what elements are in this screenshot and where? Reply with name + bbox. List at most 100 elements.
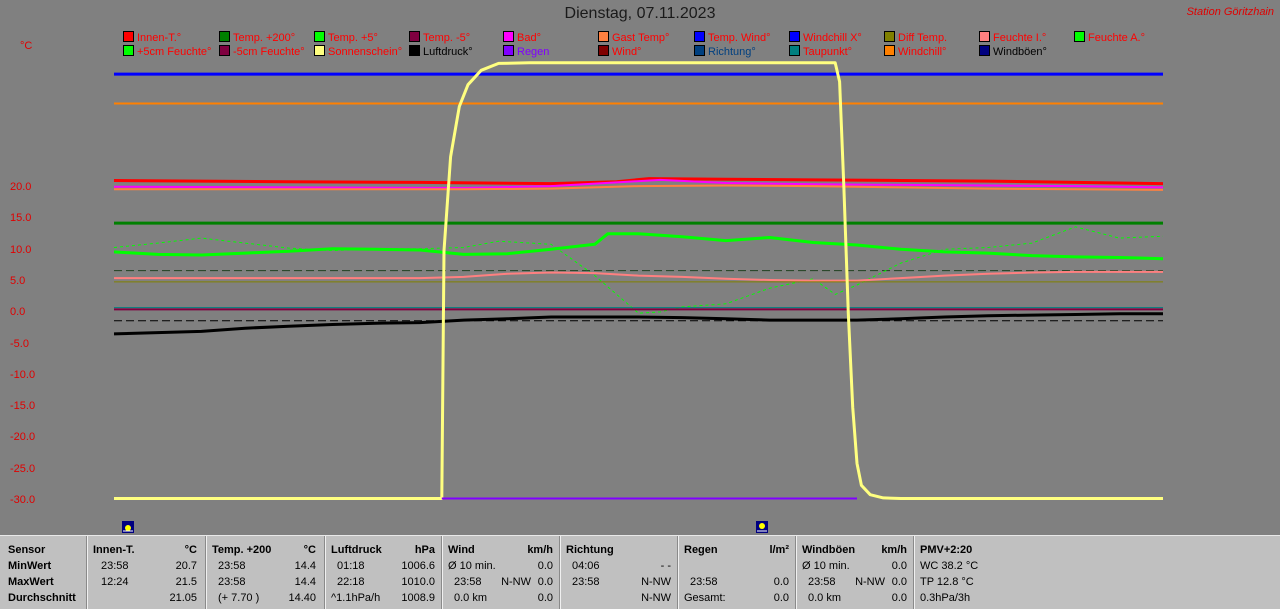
legend-label: Regen <box>517 46 550 58</box>
legend-swatch <box>789 45 800 56</box>
legend-item: Windböen° <box>979 45 1047 59</box>
luftdruck-avg-note: ^1.1hPa/h <box>331 592 381 604</box>
y-tick-label: 5.0 <box>10 274 26 287</box>
windboeen-min-time: Ø 10 min. <box>802 560 850 572</box>
innen-max-val: 21.5 <box>175 576 197 588</box>
legend-item: Temp. +200° <box>219 31 295 45</box>
legend-label: Feuchte A.° <box>1088 32 1145 44</box>
innen-header: Innen-T. <box>93 544 135 556</box>
innen-max-time: 12:24 <box>101 576 129 588</box>
wind-header: Wind <box>448 544 475 556</box>
series-line <box>114 61 1163 500</box>
legend-label: Sonnenschein° <box>328 46 403 58</box>
legend-swatch <box>979 45 990 56</box>
pmv-column: PMV+2:20 WC 38.2 °C TP 12.8 °C 0.3hPa/3h <box>914 536 1280 609</box>
pmv-dewpoint: TP 12.8 °C <box>920 576 974 588</box>
richtung-max-val: N-NW <box>641 576 671 588</box>
innen-unit: °C <box>184 544 197 556</box>
wind-min-time: Ø 10 min. <box>448 560 496 572</box>
regen-total-label: Gesamt: <box>684 592 726 604</box>
pmv-windchill: WC 38.2 °C <box>920 560 979 572</box>
legend-swatch <box>1074 31 1085 42</box>
y-tick-label: -25.0 <box>10 462 36 475</box>
legend-item: Temp. +5° <box>314 31 378 45</box>
legend-label: Luftdruck° <box>423 46 473 58</box>
legend-label: Temp. +200° <box>233 32 296 44</box>
richtung-header: Richtung <box>566 544 614 556</box>
temp200-column: Temp. +200 °C 23:58 14.4 23:58 14.4 (+ 7… <box>206 536 325 609</box>
temp200-max-val: 14.4 <box>294 576 316 588</box>
luftdruck-avg: 1008.9 <box>401 592 435 604</box>
legend-label: Diff Temp. <box>898 32 948 44</box>
temp200-max-time: 23:58 <box>218 576 246 588</box>
legend-label: Wind° <box>612 46 642 58</box>
legend-label: Windchill X° <box>803 32 862 44</box>
temp200-avg-note: (+ 7.70 ) <box>218 592 260 604</box>
legend-item: Bad° <box>503 31 541 45</box>
wind-column: Wind km/h Ø 10 min. 0.0 23:58 N-NW 0.0 0… <box>442 536 560 609</box>
sensor-header: Sensor <box>8 544 46 556</box>
legend-label: Gast Temp° <box>612 32 670 44</box>
luftdruck-unit: hPa <box>414 544 435 556</box>
legend-swatch <box>789 31 800 42</box>
windboeen-unit: km/h <box>881 544 907 556</box>
luftdruck-max-time: 22:18 <box>337 576 365 588</box>
min-row-label: MinWert <box>8 560 52 572</box>
windboeen-max-val: 0.0 <box>891 576 907 588</box>
y-axis-unit: °C <box>20 40 33 52</box>
legend-swatch <box>503 45 514 56</box>
series-line <box>113 178 1164 189</box>
legend-swatch <box>123 31 134 42</box>
wind-max-val: 0.0 <box>537 576 553 588</box>
legend-swatch <box>598 31 609 42</box>
legend-label: -5cm Feuchte° <box>233 46 305 58</box>
legend-label: Feuchte I.° <box>993 32 1047 44</box>
luftdruck-min-time: 01:18 <box>337 560 365 572</box>
legend-swatch <box>123 45 134 56</box>
series-line <box>114 184 1164 191</box>
legend-item: Taupunkt° <box>789 45 852 59</box>
legend-label: Temp. -5° <box>423 32 471 44</box>
luftdruck-header: Luftdruck <box>331 544 382 556</box>
legend-swatch <box>884 45 895 56</box>
y-tick-label: 20.0 <box>10 181 32 193</box>
legend-swatch <box>219 31 230 42</box>
series-line <box>113 177 1164 186</box>
regen-max-time: 23:58 <box>690 576 718 588</box>
legend-swatch <box>219 45 230 56</box>
legend-swatch <box>503 31 514 42</box>
legend-label: Windchill° <box>898 46 947 58</box>
chart-plot <box>113 61 1164 500</box>
legend-item: Luftdruck° <box>409 45 473 59</box>
legend-swatch <box>314 31 325 42</box>
legend-swatch <box>409 45 420 56</box>
windboeen-max-dir: N-NW <box>855 576 885 588</box>
legend-item: Wind° <box>598 45 641 59</box>
legend-label: Taupunkt° <box>803 46 853 58</box>
legend-swatch <box>694 45 705 56</box>
windboeen-max-time: 23:58 <box>808 576 836 588</box>
y-tick-label: -30.0 <box>10 494 36 506</box>
legend-label: Innen-T.° <box>137 32 182 44</box>
chart-title: Dienstag, 07.11.2023 <box>564 5 716 22</box>
wind-avg: 0.0 <box>537 592 553 604</box>
legend-item: -5cm Feuchte° <box>219 45 305 59</box>
legend-label: Temp. Wind° <box>708 32 771 44</box>
richtung-column: Richtung 04:06 - - 23:58 N-NW N-NW <box>560 536 678 609</box>
regen-header: Regen <box>684 544 718 556</box>
richtung-min-time: 04:06 <box>572 560 600 572</box>
temp200-unit: °C <box>303 544 316 556</box>
legend-item: Diff Temp. <box>884 31 947 45</box>
legend-item: Windchill X° <box>789 31 862 45</box>
windboeen-avg: 0.0 <box>891 592 907 604</box>
y-tick-label: -5.0 <box>10 337 29 350</box>
innen-column: Innen-T. °C 23:58 20.7 12:24 21.5 21.05 <box>87 536 206 609</box>
pmv-pressure-trend: 0.3hPa/3h <box>920 592 971 604</box>
wind-avg-note: 0.0 km <box>454 592 488 604</box>
series-line <box>113 226 1164 314</box>
max-row-label: MaxWert <box>8 576 54 588</box>
y-tick-label: -20.0 <box>10 431 36 444</box>
sunrise-icon <box>122 520 134 533</box>
innen-avg: 21.05 <box>169 592 197 604</box>
wind-max-dir: N-NW <box>501 576 531 588</box>
